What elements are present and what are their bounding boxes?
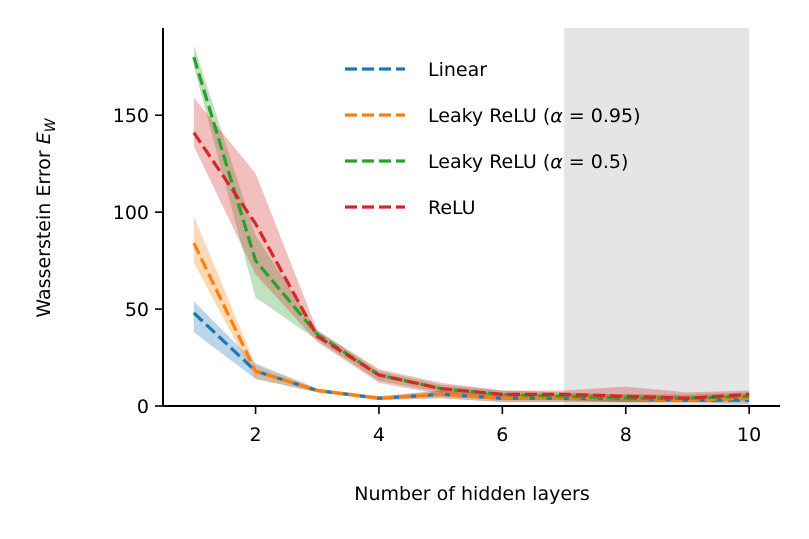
series-lines [192,56,750,402]
legend-label-1: Leaky ReLU (α = 0.95) [428,105,640,127]
y-tick-label: 0 [137,396,149,418]
y-axis-label-main: Wasserstein Error [33,144,55,317]
legend-label-2: Leaky ReLU (α = 0.5) [428,151,628,173]
line-series-2 [192,56,750,400]
x-tick-label: 4 [373,424,385,446]
shaded-region-layer [564,28,750,406]
x-tick-label: 10 [737,424,761,446]
y-axis-label-subscript: W [43,117,59,132]
legend-label-0: Linear [428,59,487,81]
legend: Linear Leaky ReLU (α = 0.95) Leaky ReLU (α… [345,59,640,219]
x-tick-label: 8 [620,424,632,446]
y-tick-label: 150 [113,105,149,127]
y-axis-label: Wasserstein Error EW [33,117,59,317]
x-axis-label: Number of hidden layers [354,483,590,505]
line-series-3 [192,131,750,400]
y-axis-label-symbol: E [33,132,55,144]
x-tick-label: 6 [496,424,508,446]
y-tick-label: 100 [113,202,149,224]
shaded-region [564,28,750,406]
y-tick-label: 50 [125,299,149,321]
legend-label-3: ReLU [428,197,476,219]
x-tick-label: 2 [250,424,262,446]
axes [162,28,780,407]
line-series-1 [192,242,750,402]
